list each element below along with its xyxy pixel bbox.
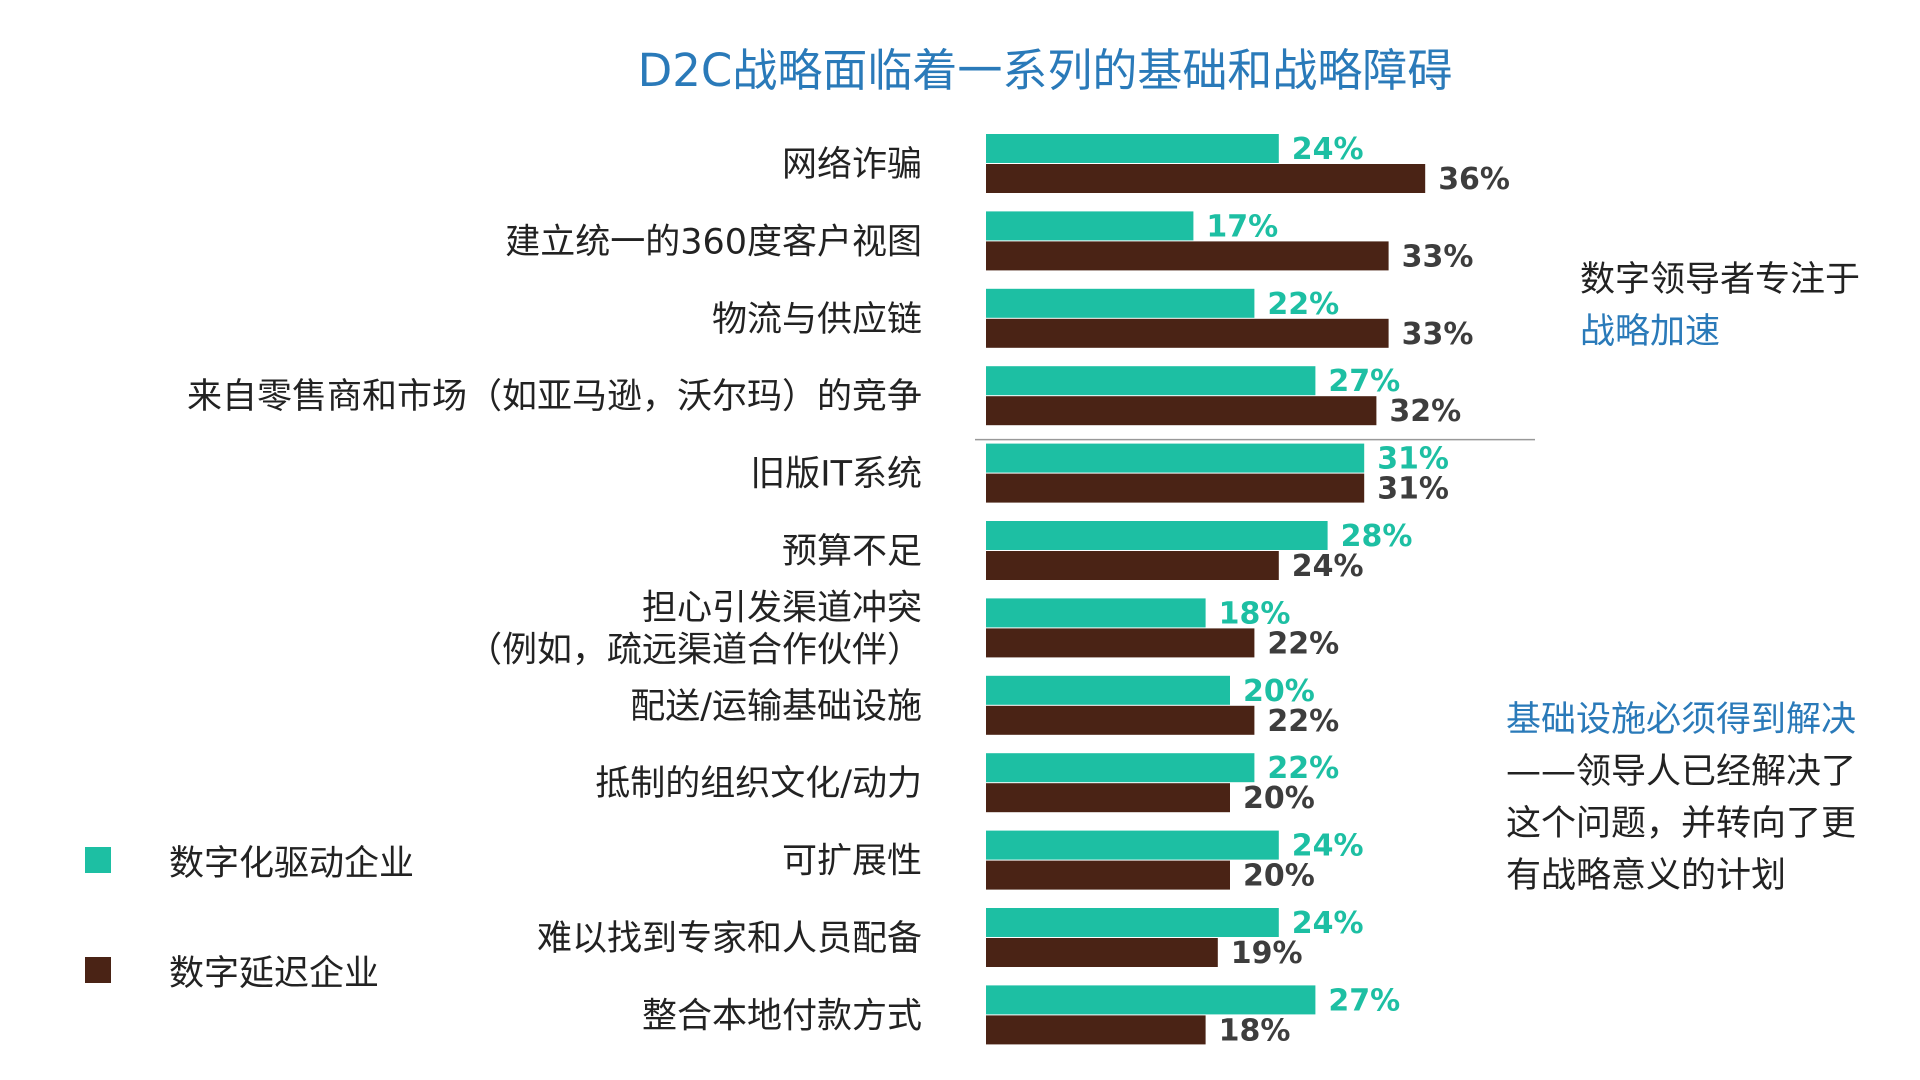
bar-digital-lagging-4 (986, 473, 1365, 503)
value-label-digital-lagging-11: 18% (1219, 1013, 1291, 1048)
value-label-digital-lagging-10: 19% (1231, 936, 1303, 971)
note-strategic: 数字领导者专注于 战略加速 (1580, 254, 1860, 358)
bar-digital-driven-1 (986, 211, 1194, 241)
bar-digital-lagging-10 (986, 938, 1218, 967)
value-label-digital-lagging-2: 33% (1402, 317, 1474, 352)
category-label-1: 建立统一的360度客户视图 (505, 222, 922, 262)
bar-digital-driven-2 (986, 288, 1255, 318)
bar-digital-lagging-3 (986, 396, 1377, 426)
value-label-digital-lagging-6: 22% (1267, 626, 1339, 661)
legend-label-digital-lagging: 数字延迟企业 (169, 953, 380, 994)
category-label-7: 配送/运输基础设施 (630, 687, 922, 727)
note-strategic-highlight: 战略加速 (1580, 312, 1721, 352)
note-infrastructure-line1: ——领导人已经解决了 (1506, 752, 1857, 792)
value-label-digital-driven-4: 31% (1377, 442, 1449, 477)
legend-label-digital-driven: 数字化驱动企业 (169, 843, 415, 884)
bar-digital-driven-10 (986, 908, 1279, 937)
bar-digital-lagging-11 (986, 1015, 1206, 1045)
value-label-digital-driven-7: 20% (1243, 674, 1315, 709)
category-label-2: 物流与供应链 (712, 300, 922, 340)
value-label-digital-lagging-4: 31% (1377, 472, 1449, 507)
value-label-digital-driven-6: 18% (1219, 596, 1291, 631)
category-label-9: 可扩展性 (782, 842, 922, 882)
bar-digital-driven-11 (986, 985, 1316, 1015)
bar-digital-lagging-0 (986, 164, 1426, 193)
category-label-8: 抵制的组织文化/动力 (595, 764, 922, 804)
value-label-digital-driven-1: 17% (1206, 209, 1278, 244)
category-label-5: 预算不足 (782, 532, 922, 572)
legend-swatch-digital-lagging (85, 957, 111, 983)
bar-digital-lagging-9 (986, 860, 1230, 890)
category-label-6-line1: （例如，疏远渠道合作伙伴） (467, 630, 922, 670)
category-label-10: 难以找到专家和人员配备 (537, 919, 922, 959)
category-label-0: 网络诈骗 (782, 145, 922, 185)
value-label-digital-lagging-8: 20% (1243, 781, 1315, 816)
category-label-3: 来自零售商和市场（如亚马逊，沃尔玛）的竞争 (187, 377, 922, 417)
note-infrastructure-line3: 有战略意义的计划 (1506, 856, 1787, 896)
note-strategic-line1: 数字领导者专注于 (1580, 260, 1861, 300)
note-infrastructure-highlight: 基础设施必须得到解决 (1506, 700, 1857, 740)
bar-digital-lagging-7 (986, 705, 1255, 735)
value-label-digital-lagging-7: 22% (1267, 704, 1339, 739)
note-infrastructure: 基础设施必须得到解决 ——领导人已经解决了 这个问题，并转向了更 有战略意义的计… (1506, 694, 1856, 902)
bar-digital-lagging-8 (986, 783, 1230, 813)
bar-digital-lagging-2 (986, 318, 1389, 348)
bar-digital-driven-4 (986, 443, 1365, 473)
bar-digital-driven-7 (986, 675, 1230, 705)
value-label-digital-lagging-3: 32% (1389, 394, 1461, 429)
bar-digital-driven-8 (986, 753, 1255, 783)
bar-digital-lagging-1 (986, 241, 1389, 271)
value-label-digital-driven-8: 22% (1267, 751, 1339, 786)
value-label-digital-lagging-5: 24% (1292, 549, 1364, 584)
note-infrastructure-line2: 这个问题，并转向了更 (1506, 804, 1857, 844)
page-title: D2C战略面临着一系列的基础和战略障碍 (637, 44, 1453, 97)
legend-item-digital-lagging: 数字延迟企业 (85, 950, 379, 994)
value-label-digital-driven-11: 27% (1328, 983, 1400, 1018)
bar-digital-driven-9 (986, 830, 1279, 860)
category-label-6-line0: 担心引发渠道冲突 (642, 588, 922, 628)
value-label-digital-driven-0: 24% (1292, 132, 1364, 167)
value-label-digital-lagging-0: 36% (1438, 162, 1510, 197)
legend-item-digital-driven: 数字化驱动企业 (85, 840, 414, 884)
bar-digital-driven-5 (986, 521, 1328, 550)
value-label-digital-driven-9: 24% (1292, 829, 1364, 864)
value-label-digital-driven-10: 24% (1292, 906, 1364, 941)
bar-digital-driven-3 (986, 366, 1316, 396)
bar-digital-lagging-6 (986, 628, 1255, 658)
legend-swatch-digital-driven (85, 847, 111, 873)
category-label-4: 旧版IT系统 (750, 455, 922, 495)
value-label-digital-driven-2: 22% (1267, 287, 1339, 322)
bar-digital-lagging-5 (986, 551, 1279, 580)
value-label-digital-driven-3: 27% (1328, 364, 1400, 399)
value-label-digital-lagging-1: 33% (1402, 239, 1474, 274)
bar-digital-driven-6 (986, 598, 1206, 628)
category-label-11: 整合本地付款方式 (642, 996, 922, 1036)
value-label-digital-lagging-9: 20% (1243, 859, 1315, 894)
value-label-digital-driven-5: 28% (1341, 519, 1413, 554)
bar-digital-driven-0 (986, 134, 1279, 163)
